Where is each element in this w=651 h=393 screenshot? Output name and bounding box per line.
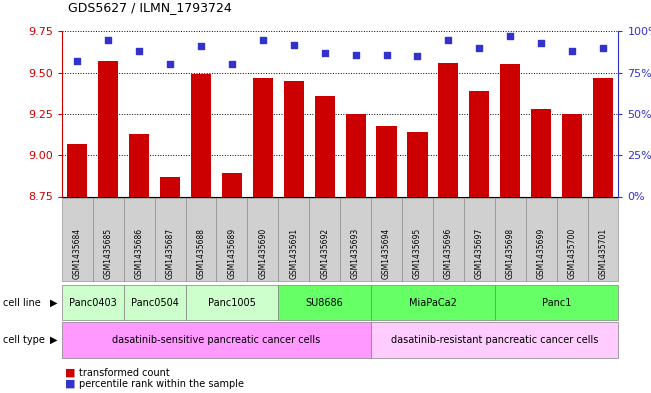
Point	[196, 43, 206, 50]
Text: GSM1435694: GSM1435694	[382, 228, 391, 279]
Bar	[438, 63, 458, 196]
Text: cell line: cell line	[3, 298, 41, 308]
Text: GSM1435688: GSM1435688	[197, 228, 206, 279]
Bar	[284, 81, 304, 196]
Point	[474, 45, 484, 51]
Text: ■: ■	[65, 379, 76, 389]
Point	[134, 48, 145, 54]
Bar	[408, 132, 428, 196]
Point	[288, 42, 299, 48]
Text: GSM1435699: GSM1435699	[536, 228, 546, 279]
Bar	[67, 144, 87, 196]
Text: GDS5627 / ILMN_1793724: GDS5627 / ILMN_1793724	[68, 1, 232, 14]
Text: GSM1435693: GSM1435693	[351, 228, 360, 279]
Text: GSM1435701: GSM1435701	[598, 228, 607, 279]
Point	[412, 53, 422, 59]
Text: dasatinib-sensitive pancreatic cancer cells: dasatinib-sensitive pancreatic cancer ce…	[113, 335, 320, 345]
Text: GSM1435690: GSM1435690	[258, 228, 268, 279]
Text: transformed count: transformed count	[79, 368, 170, 378]
Text: GSM1435692: GSM1435692	[320, 228, 329, 279]
Text: MiaPaCa2: MiaPaCa2	[409, 298, 457, 308]
Bar	[469, 91, 490, 196]
Bar	[129, 134, 149, 196]
Point	[227, 61, 237, 68]
Text: GSM1435698: GSM1435698	[506, 228, 515, 279]
Point	[320, 50, 330, 56]
Text: Panc0403: Panc0403	[69, 298, 117, 308]
Text: GSM1435697: GSM1435697	[475, 228, 484, 279]
Text: ▶: ▶	[50, 298, 58, 308]
Text: ■: ■	[65, 368, 76, 378]
Point	[258, 37, 268, 43]
Text: percentile rank within the sample: percentile rank within the sample	[79, 379, 244, 389]
Bar	[314, 96, 335, 196]
Point	[536, 40, 546, 46]
Point	[443, 37, 454, 43]
Text: GSM1435687: GSM1435687	[165, 228, 174, 279]
Point	[103, 37, 113, 43]
Point	[165, 61, 175, 68]
Point	[505, 33, 516, 40]
Text: GSM1435691: GSM1435691	[289, 228, 298, 279]
Bar	[500, 64, 520, 196]
Point	[381, 51, 392, 58]
Bar	[346, 114, 366, 196]
Text: SU8686: SU8686	[306, 298, 344, 308]
Text: GSM1435696: GSM1435696	[444, 228, 453, 279]
Bar	[562, 114, 582, 196]
Point	[567, 48, 577, 54]
Text: GSM1435686: GSM1435686	[135, 228, 144, 279]
Text: dasatinib-resistant pancreatic cancer cells: dasatinib-resistant pancreatic cancer ce…	[391, 335, 598, 345]
Text: GSM1435700: GSM1435700	[568, 228, 577, 279]
Text: GSM1435685: GSM1435685	[104, 228, 113, 279]
Bar	[160, 177, 180, 196]
Bar	[531, 109, 551, 196]
Point	[350, 51, 361, 58]
Bar	[376, 125, 396, 196]
Bar	[191, 74, 211, 196]
Point	[72, 58, 83, 64]
Bar	[222, 173, 242, 196]
Text: Panc1005: Panc1005	[208, 298, 256, 308]
Bar	[593, 78, 613, 196]
Text: GSM1435684: GSM1435684	[73, 228, 82, 279]
Text: Panc1: Panc1	[542, 298, 572, 308]
Bar	[98, 61, 118, 196]
Text: ▶: ▶	[50, 335, 58, 345]
Point	[598, 45, 608, 51]
Text: GSM1435695: GSM1435695	[413, 228, 422, 279]
Text: GSM1435689: GSM1435689	[227, 228, 236, 279]
Text: Panc0504: Panc0504	[131, 298, 178, 308]
Text: cell type: cell type	[3, 335, 45, 345]
Bar	[253, 78, 273, 196]
